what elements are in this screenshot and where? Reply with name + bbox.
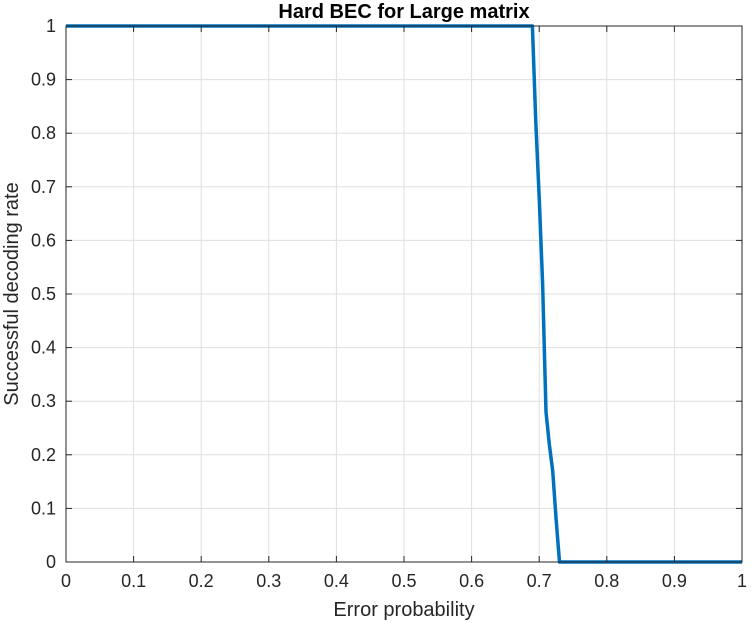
y-tick-labels: 0 0.1 0.2 0.3 0.4 0.5 0.6 0.7 0.8 0.9 1 [31, 16, 56, 572]
y-tick-label: 0.8 [31, 123, 56, 143]
x-tick-label: 0 [61, 571, 71, 591]
y-axis-title: Successful decoding rate [1, 182, 23, 405]
tick-marks [65, 25, 743, 563]
x-tick-label: 0.7 [527, 571, 552, 591]
y-tick-label: 0.9 [31, 70, 56, 90]
x-tick-label: 0.1 [121, 571, 146, 591]
x-tick-labels: 0 0.1 0.2 0.3 0.4 0.5 0.6 0.7 0.8 0.9 1 [61, 571, 747, 591]
series-line [66, 24, 742, 564]
x-tick-label: 0.8 [594, 571, 619, 591]
y-tick-label: 1 [46, 16, 56, 36]
y-tick-label: 0.4 [31, 338, 56, 358]
x-tick-label: 1 [737, 571, 747, 591]
series-layer [66, 24, 742, 564]
x-tick-label: 0.6 [459, 571, 484, 591]
y-tick-label: 0.7 [31, 177, 56, 197]
x-tick-label: 0.9 [662, 571, 687, 591]
x-tick-label: 0.4 [324, 571, 349, 591]
x-tick-label: 0.5 [391, 571, 416, 591]
chart-title: Hard BEC for Large matrix [278, 1, 529, 23]
y-tick-label: 0.3 [31, 391, 56, 411]
x-axis-title: Error probability [333, 599, 474, 621]
y-tick-label: 0 [46, 552, 56, 572]
y-tick-label: 0.5 [31, 284, 56, 304]
y-tick-label: 0.2 [31, 445, 56, 465]
y-tick-label: 0.1 [31, 498, 56, 518]
x-tick-label: 0.2 [189, 571, 214, 591]
x-tick-label: 0.3 [256, 571, 281, 591]
y-tick-label: 0.6 [31, 230, 56, 250]
